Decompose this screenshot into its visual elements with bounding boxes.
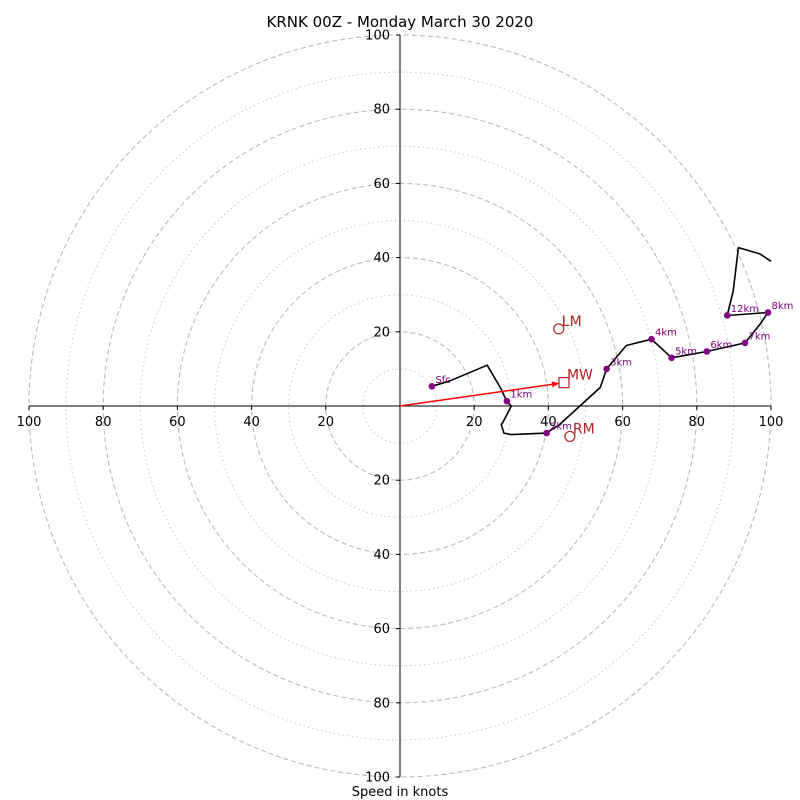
height-marker-7km: [741, 339, 749, 347]
y-tick-label: 40: [373, 548, 390, 563]
x-tick-label: 80: [689, 415, 706, 430]
motion-label-lm: LM: [562, 314, 582, 330]
storm-motions: LM MW RM: [553, 314, 595, 443]
height-marker-8km: [764, 309, 772, 316]
height-label-7km: 7km: [749, 331, 771, 342]
height-marker-sfc: [428, 383, 436, 390]
height-markers: Sfc 1km 2km 3km 4km 5km 6km 7km 8km 12km: [428, 301, 794, 437]
height-label-5km: 5km: [675, 346, 697, 357]
x-tick-label: 60: [169, 415, 186, 430]
y-tick-label: 60: [373, 177, 390, 192]
x-tick-label: 40: [243, 415, 260, 430]
motion-label-mw: MW: [567, 368, 593, 384]
x-tick-label: 60: [614, 415, 631, 430]
height-label-4km: 4km: [655, 328, 677, 339]
height-marker-4km: [648, 335, 655, 343]
x-tick-label: 20: [318, 415, 335, 430]
height-label-2km: 2km: [550, 422, 572, 433]
height-marker-3km: [603, 365, 610, 373]
x-tick-label: 80: [95, 415, 112, 430]
y-tick-label: 20: [373, 474, 390, 489]
y-tick-label: 20: [373, 325, 390, 340]
mean-wind-arrowhead: [551, 381, 560, 388]
y-tick-label: 60: [373, 622, 390, 637]
x-axis-label: Speed in knots: [352, 785, 449, 800]
height-marker-5km: [668, 354, 675, 362]
height-label-12km: 12km: [731, 304, 759, 315]
motion-marker-lm: [553, 323, 565, 335]
height-marker-2km: [543, 429, 550, 437]
y-tick-label: 40: [373, 251, 390, 266]
height-label-1km: 1km: [510, 390, 532, 401]
chart-title: KRNK 00Z - Monday March 30 2020: [267, 13, 534, 31]
height-label-sfc: Sfc: [435, 375, 450, 386]
height-marker-12km: [723, 312, 731, 319]
tick-labels: 100 80 60 40 20 20 40 60 80 100 100 80 60 40 20 20 40 60 8…: [17, 29, 784, 786]
motion-label-rm: RM: [573, 421, 595, 437]
y-tick-label: 100: [365, 29, 390, 44]
x-tick-label: 20: [466, 415, 483, 430]
x-tick-label: 100: [759, 415, 784, 430]
mean-wind-vector: [399, 381, 560, 407]
y-tick-label: 80: [373, 103, 390, 118]
motion-marker-rm: [564, 430, 576, 443]
x-tick-label: 100: [17, 415, 42, 430]
mean-wind-vector-line: [399, 382, 560, 407]
height-label-3km: 3km: [610, 357, 632, 368]
y-tick-label: 100: [365, 771, 390, 786]
height-label-6km: 6km: [710, 340, 732, 351]
y-tick-label: 80: [373, 696, 390, 711]
x-tick-label: 40: [540, 415, 557, 430]
motion-marker-mw: [558, 377, 570, 389]
height-marker-6km: [703, 348, 711, 355]
height-label-8km: 8km: [772, 301, 794, 312]
height-marker-1km: [503, 397, 511, 405]
